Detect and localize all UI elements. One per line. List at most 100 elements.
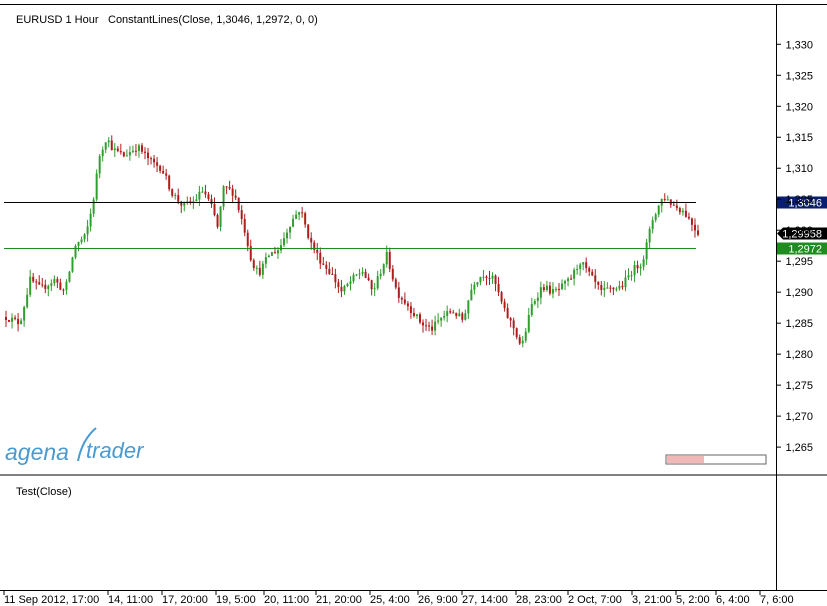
x-tick-label: 11 Sep 2012, 17:00 bbox=[4, 594, 99, 606]
x-tick-label: 17, 20:00 bbox=[162, 594, 208, 606]
candle-body bbox=[557, 288, 560, 290]
candle-body bbox=[615, 288, 618, 290]
candle-body bbox=[207, 194, 210, 200]
candle-body bbox=[657, 205, 660, 215]
candle-group bbox=[5, 135, 699, 348]
candle-body bbox=[246, 232, 249, 247]
candle-body bbox=[678, 208, 681, 213]
candle-body bbox=[452, 312, 455, 314]
candle-body bbox=[264, 257, 267, 264]
candle-body bbox=[440, 317, 443, 321]
candle-body bbox=[545, 285, 548, 290]
candle-body bbox=[65, 281, 68, 291]
candle-body bbox=[512, 320, 515, 329]
candle-body bbox=[316, 249, 319, 253]
candle-body bbox=[177, 195, 180, 202]
candle-body bbox=[697, 230, 699, 235]
x-tick-label: 3, 21:00 bbox=[632, 594, 672, 606]
candle-body bbox=[258, 267, 261, 275]
candle-body bbox=[576, 268, 579, 270]
candle-body bbox=[150, 158, 153, 160]
candle-body bbox=[331, 274, 334, 276]
candle-body bbox=[113, 148, 116, 151]
candle-body bbox=[461, 313, 464, 320]
candle-body bbox=[382, 264, 385, 274]
x-tick-label: 28, 23:00 bbox=[516, 594, 562, 606]
candle-body bbox=[654, 214, 657, 221]
candle-body bbox=[639, 266, 642, 269]
candle-body bbox=[530, 303, 533, 316]
candle-body bbox=[449, 311, 452, 313]
x-axis: 11 Sep 2012, 17:00 14, 11:00 17, 20:00 19, … bbox=[3, 590, 794, 606]
x-tick-label: 27, 14:00 bbox=[462, 594, 508, 606]
candle-body bbox=[180, 201, 183, 206]
candle-body bbox=[675, 205, 678, 209]
candle-body bbox=[431, 326, 434, 331]
candle-body bbox=[325, 264, 328, 269]
y-tick-label: 1,315 bbox=[785, 132, 813, 144]
candle-body bbox=[283, 238, 286, 246]
constant-lines: 1,3046 1,2972 1,29958 bbox=[4, 196, 827, 256]
candle-body bbox=[554, 288, 557, 290]
candle-body bbox=[137, 145, 140, 152]
candle-body bbox=[488, 278, 491, 280]
candle-body bbox=[428, 325, 431, 327]
candle-body bbox=[482, 276, 485, 278]
candle-body bbox=[56, 279, 59, 283]
candle-body bbox=[594, 275, 597, 282]
candle-body bbox=[352, 274, 355, 282]
candle-body bbox=[600, 284, 603, 291]
candle-body bbox=[684, 210, 687, 217]
x-tick-label: 6, 4:00 bbox=[716, 594, 750, 606]
candle-body bbox=[156, 162, 159, 166]
candle-body bbox=[355, 274, 358, 276]
candle-body bbox=[237, 197, 240, 211]
candle-body bbox=[503, 301, 506, 309]
candle-body bbox=[579, 264, 582, 269]
y-tick-label: 1,305 bbox=[785, 194, 813, 206]
candle-body bbox=[279, 245, 282, 251]
candle-body bbox=[183, 201, 186, 206]
candle-body bbox=[506, 308, 509, 319]
constant-line-badge bbox=[777, 196, 827, 209]
candle-body bbox=[47, 285, 50, 289]
candle-body bbox=[648, 229, 651, 243]
y-tick-label: 1,280 bbox=[785, 349, 813, 361]
candle-body bbox=[44, 284, 47, 289]
candle-body bbox=[509, 318, 512, 321]
logo-swoosh-icon bbox=[77, 427, 97, 462]
candle-body bbox=[397, 287, 400, 298]
candle-body bbox=[304, 213, 307, 225]
y-tick-label: 1,285 bbox=[785, 318, 813, 330]
candle-body bbox=[59, 282, 62, 290]
candle-body bbox=[289, 226, 292, 233]
candle-body bbox=[101, 149, 104, 157]
candle-body bbox=[165, 173, 168, 176]
candle-body bbox=[26, 294, 29, 307]
candle-body bbox=[68, 271, 71, 282]
y-tick-label: 1,295 bbox=[785, 256, 813, 268]
candle-body bbox=[74, 245, 77, 258]
candle-body bbox=[140, 145, 143, 152]
candle-body bbox=[406, 303, 409, 307]
candle-body bbox=[642, 259, 645, 267]
candle-body bbox=[666, 199, 669, 201]
candle-body bbox=[53, 279, 56, 284]
candle-body bbox=[621, 285, 624, 288]
candle-body bbox=[476, 282, 479, 285]
candle-body bbox=[17, 318, 20, 325]
y-tick-label: 1,325 bbox=[785, 70, 813, 82]
candle-body bbox=[186, 201, 189, 203]
candle-body bbox=[437, 320, 440, 322]
candle-body bbox=[23, 306, 26, 321]
candle-body bbox=[573, 269, 576, 279]
candle-body bbox=[536, 297, 539, 301]
candle-body bbox=[373, 288, 376, 290]
candle-body bbox=[588, 268, 591, 272]
candle-body bbox=[585, 262, 588, 269]
candle-body bbox=[95, 173, 98, 200]
candle-body bbox=[458, 313, 461, 317]
candle-body bbox=[77, 242, 80, 246]
candle-body bbox=[255, 267, 258, 269]
